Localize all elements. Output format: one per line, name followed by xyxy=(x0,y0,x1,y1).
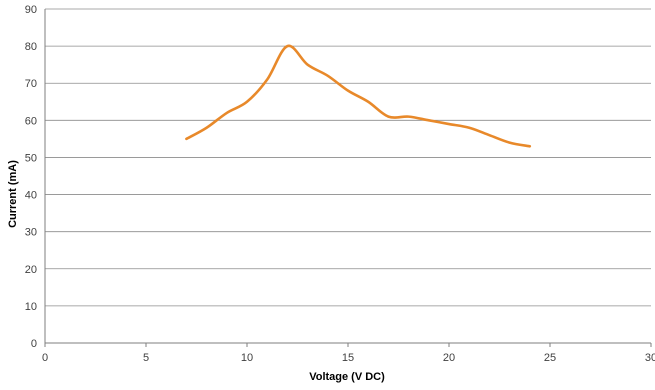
x-tick-label: 15 xyxy=(342,352,354,364)
y-tick-label: 20 xyxy=(25,264,37,276)
y-tick-label: 10 xyxy=(25,301,37,313)
series-line xyxy=(185,44,532,148)
y-tick-labels: 0 10 20 30 40 50 60 70 80 90 xyxy=(25,4,37,350)
y-tick-label: 90 xyxy=(25,4,37,16)
y-axis-title: Current (mA) xyxy=(7,160,19,228)
x-tick-label: 30 xyxy=(645,352,655,364)
x-tick-label: 5 xyxy=(143,352,149,364)
y-tick-label: 30 xyxy=(25,227,37,239)
x-axis-title: Voltage (V DC) xyxy=(309,371,385,383)
series-lines xyxy=(185,44,532,148)
y-tick-label: 70 xyxy=(25,78,37,90)
y-tick-label: 40 xyxy=(25,190,37,202)
x-tick-label: 10 xyxy=(241,352,253,364)
y-tick-label: 60 xyxy=(25,115,37,127)
x-tick-labels: 0 5 10 15 20 25 30 xyxy=(42,352,655,364)
axes xyxy=(44,9,652,347)
grid-lines xyxy=(45,8,651,307)
x-tick-label: 20 xyxy=(443,352,455,364)
y-tick-label: 0 xyxy=(31,338,37,350)
y-tick-label: 80 xyxy=(25,41,37,53)
y-tick-label: 50 xyxy=(25,152,37,164)
x-tick-label: 0 xyxy=(42,352,48,364)
x-tick-label: 25 xyxy=(544,352,556,364)
